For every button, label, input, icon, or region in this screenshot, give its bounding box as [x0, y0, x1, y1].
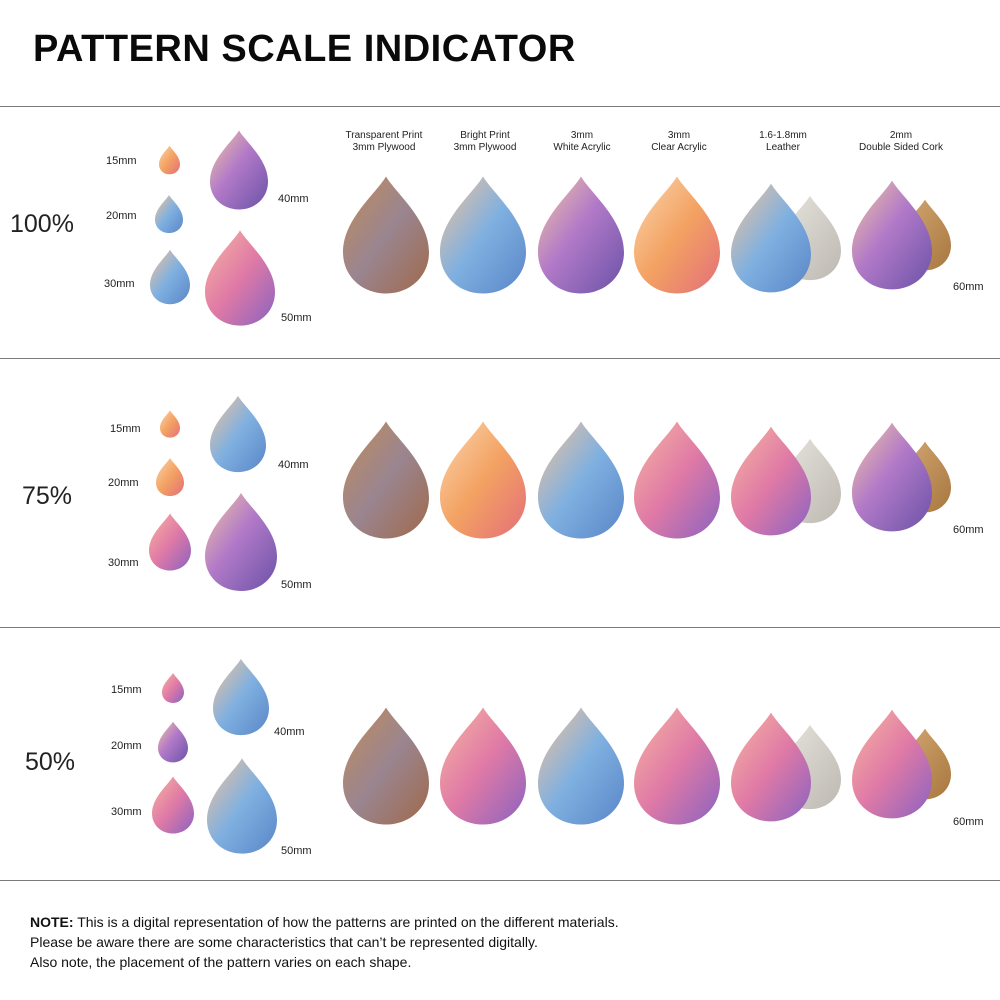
drop-bright-plywood	[440, 707, 526, 825]
drop-sample-50mm	[205, 230, 275, 326]
page-title: PATTERN SCALE INDICATOR	[33, 28, 576, 70]
note-line-3: Also note, the placement of the pattern …	[30, 954, 412, 970]
scale-percent: 75%	[22, 482, 73, 510]
size-label-40mm: 40mm	[278, 459, 309, 471]
divider	[0, 358, 1000, 359]
drop-sample-30mm	[149, 513, 191, 571]
size-label-60mm: 60mm	[953, 524, 984, 536]
size-label-20mm: 20mm	[108, 477, 139, 489]
drop-transparent-plywood	[343, 176, 429, 294]
scale-percent: 100%	[10, 210, 74, 238]
drop-clear-acrylic	[634, 707, 720, 825]
size-label-60mm: 60mm	[953, 816, 984, 828]
drop-white-acrylic	[538, 176, 624, 294]
drop-sample-30mm	[150, 249, 190, 305]
scale-section-50: 50% 15mm 20mm 30mm 40mm 50mm 60mm	[0, 628, 1000, 878]
drop-white-acrylic	[538, 421, 624, 539]
drop-sample-15mm	[160, 410, 180, 438]
divider	[0, 880, 1000, 881]
size-label-30mm: 30mm	[104, 278, 135, 290]
note-line-2: Please be aware there are some character…	[30, 934, 538, 950]
size-label-15mm: 15mm	[111, 684, 142, 696]
size-label-40mm: 40mm	[274, 726, 305, 738]
size-label-30mm: 30mm	[108, 557, 139, 569]
size-label-50mm: 50mm	[281, 845, 312, 857]
drop-sample-20mm	[158, 721, 188, 763]
drop-sample-20mm	[156, 457, 184, 497]
drop-sample-50mm	[205, 493, 277, 591]
drop-white-acrylic	[538, 707, 624, 825]
material-header-transparent-plywood: Transparent Print 3mm Plywood	[345, 130, 423, 153]
size-label-20mm: 20mm	[106, 210, 137, 222]
material-header-clear-acrylic: 3mm Clear Acrylic	[651, 130, 707, 153]
drop-leather-front	[731, 712, 811, 822]
size-label-50mm: 50mm	[281, 312, 312, 324]
size-label-30mm: 30mm	[111, 806, 142, 818]
note-block: NOTE: This is a digital representation o…	[30, 912, 619, 972]
scale-percent: 50%	[25, 748, 76, 776]
material-header-cork: 2mm Double Sided Cork	[859, 130, 943, 153]
note-label: NOTE:	[30, 914, 74, 930]
drop-sample-50mm	[207, 758, 277, 854]
note-line-1: This is a digital representation of how …	[77, 914, 619, 930]
size-label-50mm: 50mm	[281, 579, 312, 591]
divider	[0, 627, 1000, 628]
scale-section-75: 75% 15mm 20mm 30mm 40mm 50mm 60mm	[0, 359, 1000, 609]
drop-sample-30mm	[152, 776, 194, 834]
size-label-15mm: 15mm	[110, 423, 141, 435]
size-label-60mm: 60mm	[953, 281, 984, 293]
size-label-15mm: 15mm	[106, 155, 137, 167]
drop-cork-front	[852, 422, 932, 532]
drop-sample-40mm	[210, 395, 266, 473]
size-label-20mm: 20mm	[111, 740, 142, 752]
scale-section-100: 100% 15mm 20mm 30mm 40mm 50mm 60mm	[0, 107, 1000, 357]
divider	[0, 106, 1000, 107]
drop-sample-15mm	[162, 673, 184, 703]
drop-leather-front	[731, 183, 811, 293]
drop-bright-plywood	[440, 421, 526, 539]
drop-cork-front	[852, 180, 932, 290]
drop-bright-plywood	[440, 176, 526, 294]
drop-sample-15mm	[159, 145, 180, 175]
drop-transparent-plywood	[343, 707, 429, 825]
drop-transparent-plywood	[343, 421, 429, 539]
drop-sample-20mm	[155, 194, 183, 234]
material-header-white-acrylic: 3mm White Acrylic	[553, 130, 611, 153]
drop-clear-acrylic	[634, 176, 720, 294]
material-header-bright-plywood: Bright Print 3mm Plywood	[453, 130, 517, 153]
material-header-leather: 1.6-1.8mm Leather	[759, 130, 807, 153]
drop-leather-front	[731, 426, 811, 536]
drop-sample-40mm	[213, 658, 269, 736]
drop-sample-40mm	[210, 130, 268, 210]
size-label-40mm: 40mm	[278, 193, 309, 205]
drop-clear-acrylic	[634, 421, 720, 539]
drop-cork-front	[852, 709, 932, 819]
